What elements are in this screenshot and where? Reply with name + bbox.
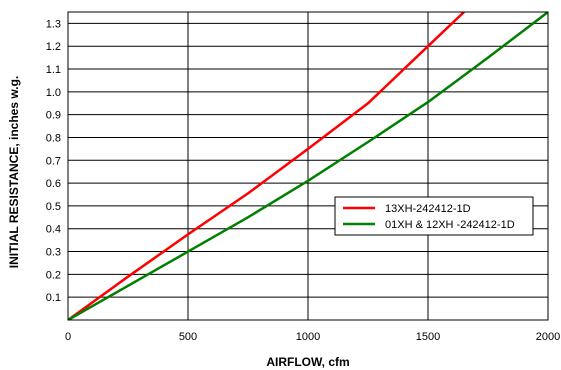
y-tick-label: 0.8 (46, 132, 61, 144)
y-tick-label: 0.7 (46, 155, 61, 167)
y-axis-title: INITIAL RESISTANCE, inches w.g. (7, 76, 21, 268)
legend-box (334, 196, 534, 236)
grid (67, 12, 549, 320)
y-tick-label: 0.5 (46, 201, 61, 213)
x-tick-label: 0 (65, 331, 71, 343)
tick-labels: 0.1 0.2 0.3 0.4 0.5 0.6 0.7 0.8 0.9 1.0 1.1 1.2 1.3 0… (46, 18, 561, 343)
y-tick-label: 0.3 (46, 247, 61, 259)
x-tick-label: 500 (179, 331, 197, 343)
y-tick-label: 0.1 (46, 292, 61, 304)
legend-label-01xh-12xh: 01XH & 12XH -242412-1D (385, 219, 515, 231)
plot-frame (67, 11, 549, 321)
legend: 13XH-242412-1D 01XH & 12XH -242412-1D (334, 196, 534, 236)
y-tick-label: 0.2 (46, 269, 61, 281)
y-tick-label: 1.2 (46, 41, 61, 53)
series-line-13xh (68, 12, 465, 320)
y-tick-label: 0.4 (46, 224, 61, 236)
legend-label-13xh: 13XH-242412-1D (385, 203, 471, 215)
x-tick-label: 1500 (416, 331, 440, 343)
y-tick-label: 0.6 (46, 178, 61, 190)
x-tick-label: 1000 (296, 331, 320, 343)
x-tick-label: 2000 (536, 331, 560, 343)
series-line-01xh-12xh (68, 12, 548, 320)
series-layer (68, 12, 548, 320)
y-tick-label: 1.1 (46, 64, 61, 76)
y-tick-label: 1.0 (46, 87, 61, 99)
x-axis-title: AIRFLOW, cfm (266, 355, 349, 369)
y-tick-label: 0.9 (46, 110, 61, 122)
y-tick-label: 1.3 (46, 18, 61, 30)
